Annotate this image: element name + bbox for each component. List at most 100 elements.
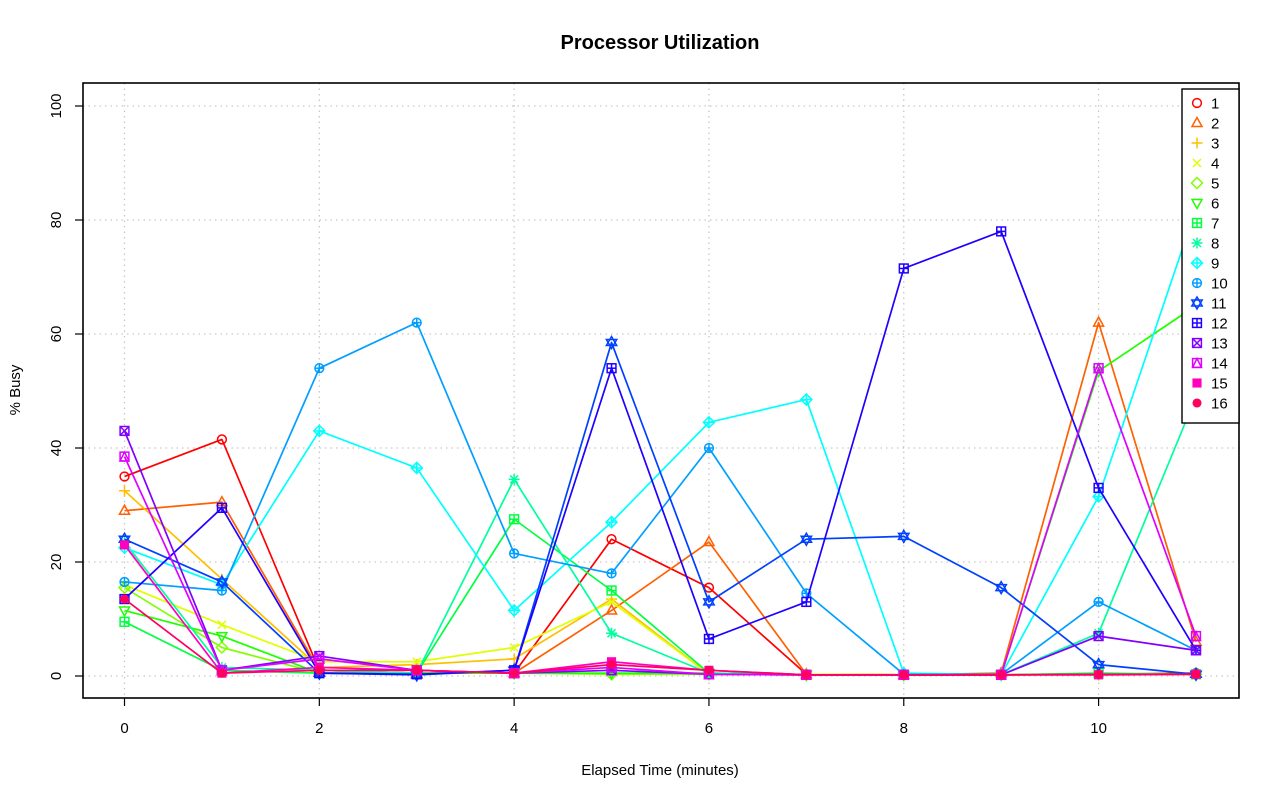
series-2-point-6 [702,535,716,547]
series-7-point-0 [119,616,130,628]
legend-label-5: 5 [1211,176,1219,193]
legend-marker-7 [1191,217,1203,229]
x-tick-label-5: 10 [1090,720,1107,737]
legend-marker-11 [1190,295,1204,311]
series-16-point-2 [314,665,324,675]
legend-item-12: 12 [1191,316,1228,333]
legend-label-14: 14 [1211,356,1228,373]
series-12-point-1 [216,502,228,514]
y-tick-label-1: 20 [48,554,65,571]
series-4-point-3 [412,657,422,667]
series-2-point-5 [605,603,618,615]
series-11-point-5 [605,335,619,351]
series-1-point-0 [119,471,130,482]
series-15-point-0 [119,540,130,550]
legend-item-14: 14 [1191,356,1228,373]
series-9-point-5 [604,515,619,529]
legend-label-16: 16 [1211,396,1228,413]
legend-item-8: 8 [1191,236,1219,253]
series-10-point-5 [606,568,617,579]
series-12-point-8 [898,263,909,274]
series-11-point-6 [702,594,716,610]
series-8-point-5 [606,627,618,639]
series-9-point-3 [410,461,424,475]
series-10-point-4 [508,548,520,559]
legend-label-15: 15 [1211,376,1228,393]
legend-item-13: 13 [1191,336,1228,353]
y-tick-label-3: 60 [48,326,65,343]
legend-item-2: 2 [1190,116,1219,133]
x-tick-label-1: 2 [315,720,323,737]
legend-label-2: 2 [1211,116,1219,133]
legend-item-9: 9 [1190,256,1219,273]
legend-marker-9 [1190,256,1204,270]
series-11-point-1 [215,574,229,590]
series-3-point-0 [119,485,130,497]
series-12-point-10 [1093,482,1104,494]
legend-label-3: 3 [1211,136,1219,153]
series-1-point-1 [216,434,228,445]
y-tick-label-0: 0 [48,672,65,680]
legend-marker-1 [1191,97,1203,109]
legend-marker-4 [1192,158,1202,168]
legend-label-12: 12 [1211,316,1228,333]
series-8-point-4 [508,473,520,485]
series-12-point-9 [996,226,1007,237]
series-10-point-0 [119,576,130,588]
legend-label-11: 11 [1211,296,1227,313]
series-10-point-6 [703,442,715,454]
series-10-point-3 [411,317,422,328]
series-line-12 [123,230,1197,676]
series-line-16 [123,598,1196,676]
legend-marker-10 [1191,277,1203,289]
series-13-point-0 [119,425,130,437]
legend-marker-16 [1192,398,1202,408]
series-2-point-10 [1092,315,1105,327]
chart-title: Processor Utilization [561,32,760,54]
legend-marker-13 [1191,337,1203,349]
series-16-point-6 [704,665,714,675]
legend-item-3: 3 [1191,136,1219,153]
x-tick-label-2: 4 [510,720,518,737]
legend-marker-3 [1191,137,1203,149]
series-11-point-10 [1092,657,1106,673]
series-11-point-8 [897,528,911,544]
legend-label-8: 8 [1211,236,1219,253]
series-13-point-10 [1093,630,1104,642]
series-16-point-1 [217,668,227,678]
y-axis-label: % Busy [7,364,24,415]
series-14-point-11 [1190,630,1202,642]
series-12-point-5 [606,363,617,374]
series-9-point-4 [507,603,521,618]
series-line-13 [123,430,1197,676]
legend-item-15: 15 [1192,376,1228,393]
legend-label-1: 1 [1211,96,1219,113]
series-7-point-4 [508,514,520,525]
series-9-point-6 [702,415,716,429]
series-16-point-11 [1191,669,1201,679]
legend-marker-12 [1191,317,1203,329]
series-12-point-6 [703,633,715,645]
series-10-point-2 [314,363,325,374]
series-1-point-6 [703,582,715,593]
legend-label-13: 13 [1211,336,1228,353]
legend-item-10: 10 [1191,276,1228,293]
series-16-point-4 [509,668,519,678]
y-tick-label-4: 80 [48,212,65,229]
x-tick-label-4: 8 [900,720,908,737]
series-16 [119,594,1201,680]
x-tick-label-3: 6 [705,720,713,737]
x-axis-label: Elapsed Time (minutes) [581,762,739,779]
legend-item-11: 11 [1190,295,1227,313]
series-16-point-7 [801,670,811,680]
series-14-point-0 [118,450,131,462]
series-7-point-5 [606,585,617,596]
series-12-point-7 [801,596,812,608]
series-9-point-2 [312,424,326,438]
series-line-2 [124,321,1197,676]
legend-item-4: 4 [1192,156,1219,173]
series-line-14 [123,367,1197,676]
series-1-point-5 [606,534,617,545]
